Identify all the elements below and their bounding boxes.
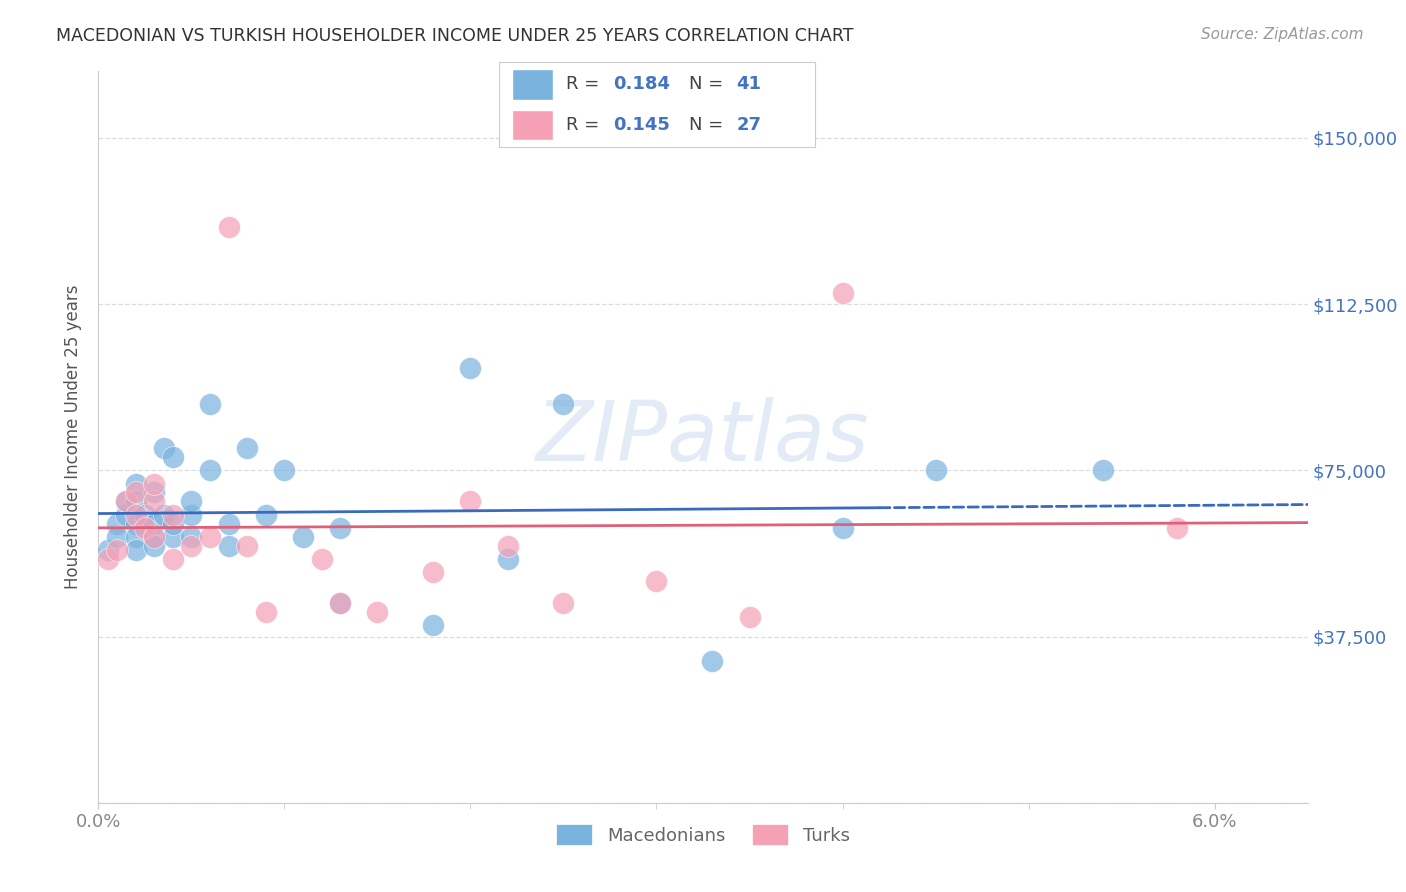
Point <box>422 618 444 632</box>
Point <box>496 552 519 566</box>
Point <box>143 516 166 531</box>
Legend: Macedonians, Turks: Macedonians, Turks <box>548 817 858 852</box>
Point <box>831 521 853 535</box>
Point <box>645 574 668 589</box>
Text: MACEDONIAN VS TURKISH HOUSEHOLDER INCOME UNDER 25 YEARS CORRELATION CHART: MACEDONIAN VS TURKISH HOUSEHOLDER INCOME… <box>56 27 853 45</box>
Point <box>115 494 138 508</box>
Point <box>329 596 352 610</box>
Text: R =: R = <box>565 76 605 94</box>
Text: R =: R = <box>565 116 605 134</box>
Point <box>143 494 166 508</box>
Text: N =: N = <box>689 116 728 134</box>
Point <box>198 530 221 544</box>
Point <box>124 543 146 558</box>
Point <box>218 539 240 553</box>
Point <box>422 566 444 580</box>
Bar <box>512 110 553 140</box>
Point <box>115 508 138 522</box>
Point <box>329 521 352 535</box>
Point <box>218 516 240 531</box>
Point <box>152 508 174 522</box>
Text: N =: N = <box>689 76 728 94</box>
Point <box>924 463 946 477</box>
Point <box>162 508 184 522</box>
Point <box>236 539 259 553</box>
Point <box>460 494 482 508</box>
Point <box>115 494 138 508</box>
Point <box>143 485 166 500</box>
Point <box>124 530 146 544</box>
Point <box>329 596 352 610</box>
Point <box>292 530 315 544</box>
Point <box>236 441 259 455</box>
Point <box>180 530 202 544</box>
Point <box>254 508 277 522</box>
Point <box>105 543 128 558</box>
Point <box>198 397 221 411</box>
Text: Source: ZipAtlas.com: Source: ZipAtlas.com <box>1201 27 1364 42</box>
Point <box>460 361 482 376</box>
Point <box>1091 463 1114 477</box>
Point <box>124 476 146 491</box>
Point <box>143 476 166 491</box>
Point <box>124 494 146 508</box>
Point <box>198 463 221 477</box>
Point <box>738 609 761 624</box>
Point <box>143 530 166 544</box>
Point <box>553 596 575 610</box>
Point <box>273 463 295 477</box>
Point <box>134 521 156 535</box>
Point <box>162 516 184 531</box>
Point <box>143 539 166 553</box>
Y-axis label: Householder Income Under 25 years: Householder Income Under 25 years <box>65 285 83 590</box>
Point <box>702 654 724 668</box>
Text: 41: 41 <box>737 76 762 94</box>
Point <box>97 543 120 558</box>
Point <box>311 552 333 566</box>
Point <box>162 530 184 544</box>
Point <box>254 605 277 619</box>
Point <box>496 539 519 553</box>
Text: ZIPatlas: ZIPatlas <box>536 397 870 477</box>
Point <box>105 530 128 544</box>
Point <box>124 508 146 522</box>
Point <box>124 516 146 531</box>
Text: 0.184: 0.184 <box>613 76 671 94</box>
Point <box>180 539 202 553</box>
Point <box>105 516 128 531</box>
Point <box>152 441 174 455</box>
Point <box>553 397 575 411</box>
Text: 0.145: 0.145 <box>613 116 669 134</box>
Point <box>180 508 202 522</box>
Point <box>218 219 240 234</box>
Bar <box>512 70 553 100</box>
Point <box>1166 521 1188 535</box>
Point <box>162 552 184 566</box>
Point <box>366 605 388 619</box>
Text: 27: 27 <box>737 116 762 134</box>
Point <box>143 530 166 544</box>
Point <box>134 508 156 522</box>
Point <box>831 285 853 300</box>
Point <box>124 485 146 500</box>
Point <box>180 494 202 508</box>
Point <box>162 450 184 464</box>
Point <box>97 552 120 566</box>
